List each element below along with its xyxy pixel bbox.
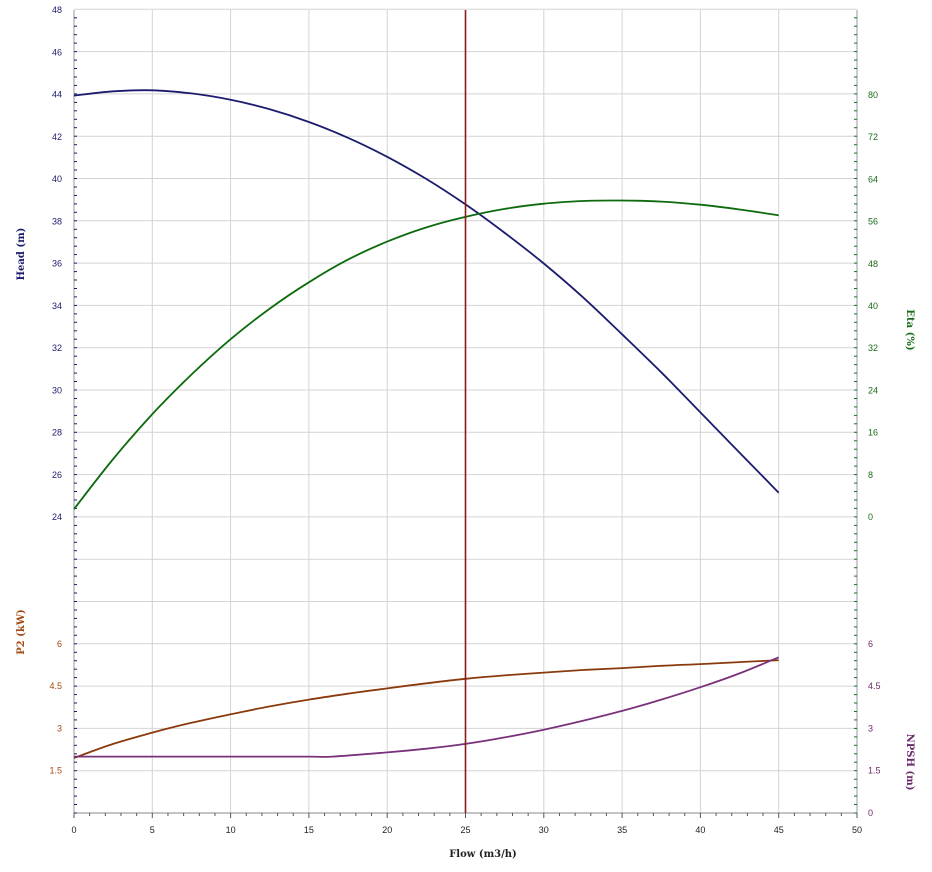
npsh-tick-label: 1.5 [868, 766, 881, 776]
eta-tick-label: 16 [868, 428, 878, 438]
p2-tick-label: 3 [57, 723, 62, 733]
eta-tick-label: 72 [868, 132, 878, 142]
eta-tick-label: 8 [868, 470, 873, 480]
head-tick-label: 38 [52, 216, 62, 226]
eta-tick-label: 40 [868, 301, 878, 311]
eta-tick-label: 32 [868, 343, 878, 353]
head-tick-label: 28 [52, 428, 62, 438]
head-tick-label: 36 [52, 259, 62, 269]
p2-tick-label: 6 [57, 639, 62, 649]
series [73, 10, 780, 813]
x-tick-label: 10 [226, 825, 236, 835]
x-tick-label: 35 [617, 825, 627, 835]
npsh-curve [74, 656, 780, 758]
eta-tick-label: 64 [868, 174, 878, 184]
efficiency-curve [73, 199, 779, 510]
p2-tick-label: 1.5 [49, 766, 62, 776]
tick-labels: 2426283032343638404244464808162432404856… [49, 5, 880, 835]
x-tick-label: 15 [304, 825, 314, 835]
head-tick-label: 48 [52, 5, 62, 15]
head-tick-label: 44 [52, 90, 62, 100]
x-tick-label: 45 [774, 825, 784, 835]
head-tick-label: 34 [52, 301, 62, 311]
x-axis-title: Flow (m3/h) [449, 849, 517, 860]
head-tick-label: 32 [52, 343, 62, 353]
npsh-axis-title: NPSH (m) [904, 734, 915, 791]
x-tick-label: 0 [71, 825, 76, 835]
eta-tick-label: 24 [868, 385, 878, 395]
npsh-tick-label: 3 [868, 723, 873, 733]
p2-axis-title: P2 (kW) [16, 609, 27, 655]
head-tick-label: 24 [52, 512, 62, 522]
npsh-tick-label: 6 [868, 639, 873, 649]
power-curve [73, 659, 779, 759]
npsh-tick-label: 4.5 [868, 681, 881, 691]
x-tick-label: 20 [382, 825, 392, 835]
x-tick-label: 30 [539, 825, 549, 835]
head-tick-label: 26 [52, 470, 62, 480]
eta-tick-label: 48 [868, 259, 878, 269]
head-tick-label: 42 [52, 132, 62, 142]
x-tick-label: 5 [150, 825, 155, 835]
head-tick-label: 30 [52, 385, 62, 395]
x-tick-label: 40 [695, 825, 705, 835]
x-tick-label: 25 [460, 825, 470, 835]
eta-axis-title: Eta (%) [904, 309, 915, 350]
eta-tick-label: 56 [868, 217, 878, 227]
head-tick-label: 40 [52, 174, 62, 184]
p2-tick-label: 4.5 [49, 681, 62, 691]
head-curve [73, 89, 780, 494]
eta-tick-label: 80 [868, 90, 878, 100]
head-tick-label: 46 [52, 47, 62, 57]
eta-tick-label: 0 [868, 512, 873, 522]
npsh-tick-label: 0 [868, 808, 873, 818]
x-tick-label: 50 [852, 825, 862, 835]
head-axis-title: Head (m) [16, 228, 27, 281]
